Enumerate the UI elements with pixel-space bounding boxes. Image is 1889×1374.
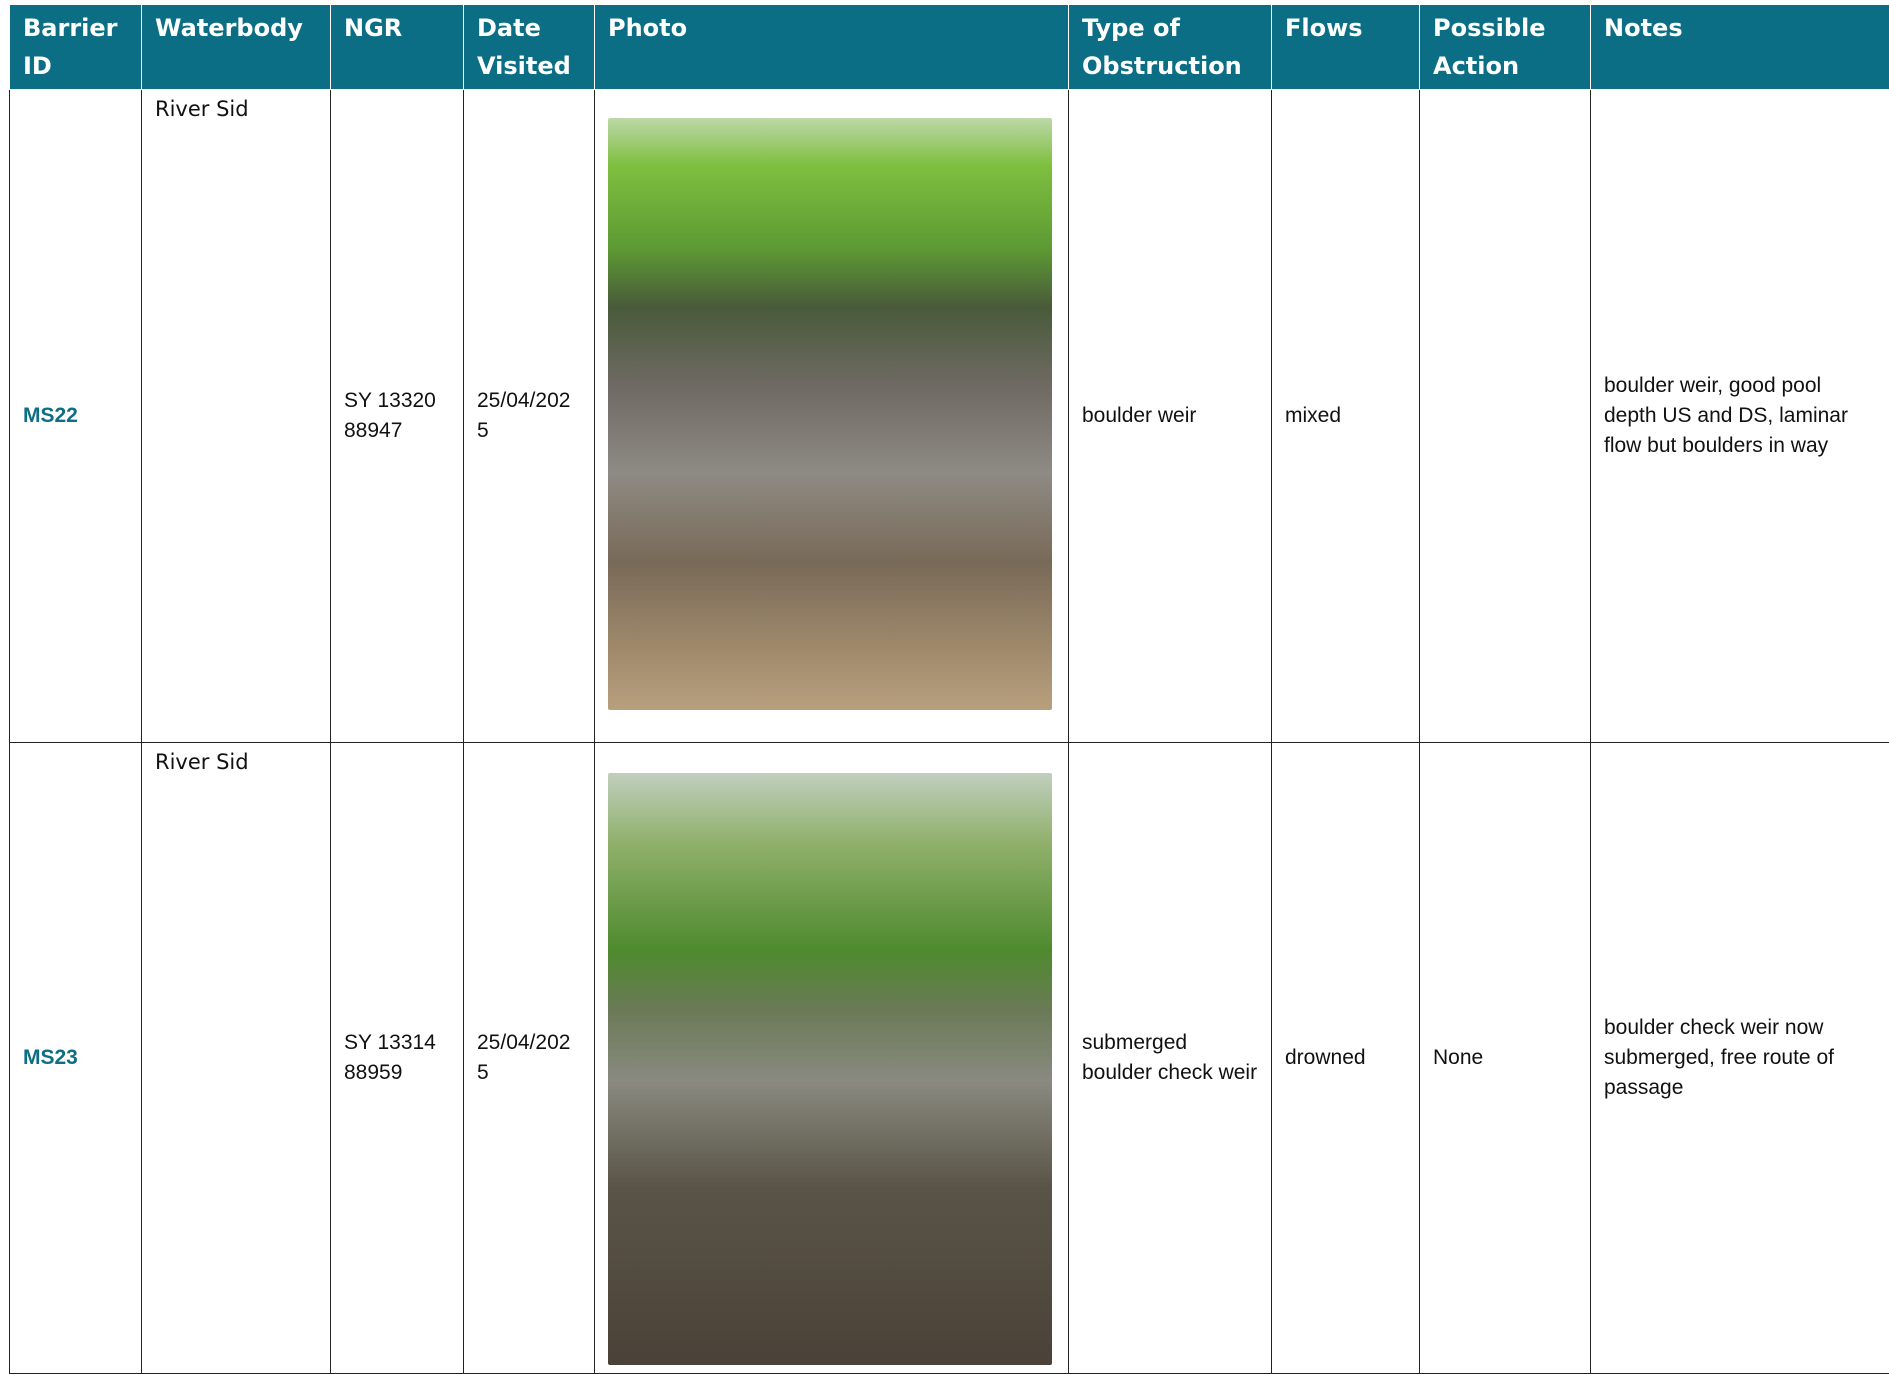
notes: boulder check weir now submerged, free r… — [1591, 743, 1889, 1374]
barrier-id: MS23 — [10, 743, 142, 1374]
column-header: Barrier ID — [10, 5, 142, 90]
column-header: Waterbody — [142, 5, 331, 90]
waterbody: River Sid — [142, 90, 331, 743]
barrier-id: MS22 — [10, 90, 142, 743]
column-header: Possible Action — [1420, 5, 1591, 90]
notes: boulder weir, good pool depth US and DS,… — [1591, 90, 1889, 743]
obstruction-type: boulder weir — [1069, 90, 1272, 743]
photo-cell — [595, 743, 1069, 1374]
flows: drowned — [1272, 743, 1420, 1374]
obstruction-type: submerged boulder check weir — [1069, 743, 1272, 1374]
column-header: Photo — [595, 5, 1069, 90]
ngr: SY 13314 88959 — [331, 743, 464, 1374]
possible-action-cell — [1420, 90, 1591, 743]
column-header: Date Visited — [464, 5, 595, 90]
waterbody: River Sid — [142, 743, 331, 1374]
photo-cell — [595, 90, 1069, 743]
photo — [608, 773, 1052, 1365]
photo — [608, 118, 1052, 710]
column-header: Notes — [1591, 5, 1889, 90]
column-header: Flows — [1272, 5, 1420, 90]
ngr: SY 13320 88947 — [331, 90, 464, 743]
column-header: NGR — [331, 5, 464, 90]
flows: mixed — [1272, 90, 1420, 743]
date-visited: 25/04/2025 — [464, 743, 595, 1374]
possible-action: None — [1420, 743, 1591, 1374]
date-visited: 25/04/2025 — [464, 90, 595, 743]
column-header: Type of Obstruction — [1069, 5, 1272, 90]
